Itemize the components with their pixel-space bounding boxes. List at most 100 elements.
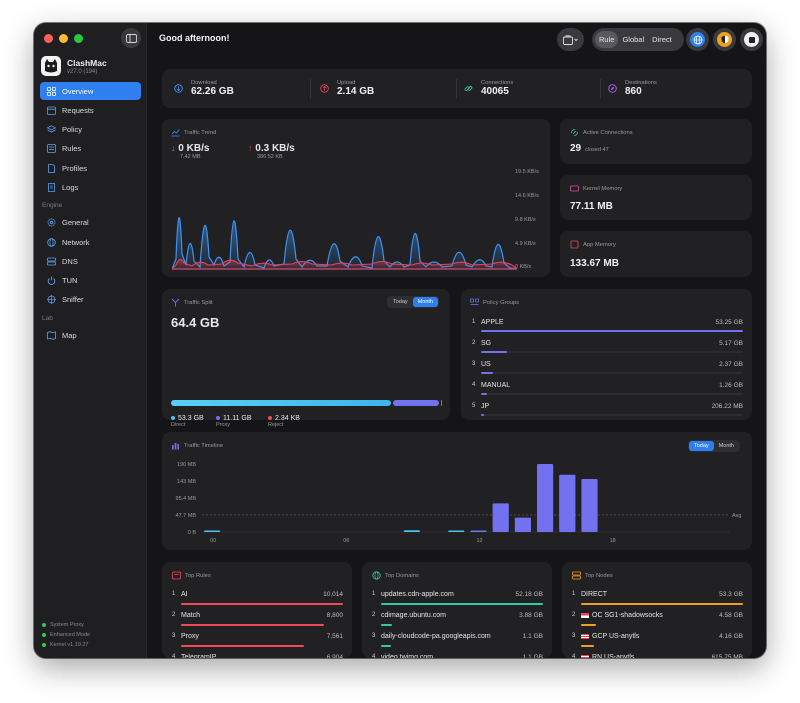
split-direct (171, 400, 392, 406)
row-index: 1 (572, 591, 576, 597)
usage-bar (481, 414, 485, 416)
row-index: 4 (572, 654, 576, 658)
enhanced-mode-button[interactable] (713, 28, 736, 51)
list-item[interactable]: 2 Match 8,800 (172, 612, 343, 632)
item-value: 7,561 (326, 633, 343, 640)
usage-track (481, 330, 743, 332)
usage-track (481, 372, 743, 374)
upload-icon (320, 84, 329, 93)
tab-month[interactable]: Month (412, 297, 438, 307)
policy-group-value: 206.22 MB (711, 403, 743, 410)
sidebar-item-sniffer[interactable]: Sniffer (40, 291, 141, 309)
sidebar-item-rules[interactable]: Rules (40, 140, 141, 158)
usage-bar (481, 393, 488, 395)
timeline-bar[interactable] (448, 530, 465, 533)
calendar-icon (47, 106, 56, 115)
timeline-bar[interactable] (470, 530, 487, 533)
sidebar-item-label: General (62, 218, 89, 228)
sidebar-item-general[interactable]: General (40, 214, 141, 232)
rules-icon (172, 571, 181, 580)
timeline-bar[interactable] (559, 474, 576, 532)
list-item[interactable]: 3 Proxy 7,561 (172, 633, 343, 653)
sidebar-item-overview[interactable]: Overview (40, 82, 141, 100)
list-item[interactable]: 2 OC SG1-shadowsocks 4.58 GB (572, 612, 743, 632)
list-item[interactable]: 1 DIRECT 53.3 GB (572, 591, 743, 611)
timeline-bar[interactable] (204, 530, 221, 533)
policy-groups-card: Policy Groups 1 APPLE 53.25 GB 2 SG 5.17 GB 3 U… (461, 289, 752, 420)
policy-group-row[interactable]: 4 MANUAL 1.26 GB (472, 382, 743, 400)
list-item[interactable]: 4 RN US-anytls 615.75 MB (572, 654, 743, 658)
map-icon (47, 331, 56, 340)
sidebar-item-requests[interactable]: Requests (40, 101, 141, 119)
tab-month[interactable]: Month (718, 443, 734, 449)
list-item[interactable]: 1 AI 10,014 (172, 591, 343, 611)
row-index: 3 (472, 361, 476, 367)
policy-group-row[interactable]: 1 APPLE 53.25 GB (472, 319, 743, 337)
usage-bar (481, 372, 493, 374)
x-tick-label: 12 (476, 538, 482, 544)
timeline-bar[interactable] (537, 464, 554, 532)
sidebar-item-profiles[interactable]: Profiles (40, 159, 141, 177)
upload-rate: ↑ 0.3 KB/s 386.52 KB (248, 143, 295, 160)
list-item[interactable]: 4 TelegramIP 6,904 (172, 654, 343, 658)
sidebar-item-map[interactable]: Map (40, 326, 141, 344)
stop-core-button[interactable] (740, 28, 763, 51)
y-tick-label: 0 B (188, 530, 197, 536)
sidebar-item-label: Map (62, 330, 77, 340)
status-dot-icon (42, 643, 46, 647)
system-proxy-button[interactable] (686, 28, 709, 51)
mode-rule-button[interactable]: Rule (595, 31, 619, 48)
sidebar-item-dns[interactable]: DNS (40, 252, 141, 270)
app-window: ClashMac v27.0 (194) Overview Requests P… (34, 23, 766, 658)
timeline-bar[interactable] (403, 530, 420, 532)
top-rules-card: Top Rules 1 AI 10,014 2 Match 8,800 3 Proxy 7,56… (162, 562, 352, 658)
item-name: updates.cdn-apple.com (381, 591, 454, 598)
x-tick-label: 06 (343, 538, 349, 544)
mode-global-button[interactable]: Global (622, 35, 645, 44)
policy-group-row[interactable]: 5 JP 206.22 MB (472, 403, 743, 421)
list-icon (47, 144, 56, 154)
policy-group-row[interactable]: 2 SG 5.17 GB (472, 340, 743, 358)
timeline-bar[interactable] (581, 479, 598, 532)
sidebar-item-label: DNS (62, 256, 78, 266)
sidebar-item-policy[interactable]: Policy (40, 121, 141, 139)
timeline-bar[interactable] (514, 517, 531, 532)
bar-chart-icon (172, 443, 179, 450)
sidebar-item-logs[interactable]: Logs (40, 178, 141, 196)
policy-group-row[interactable]: 3 US 2.37 GB (472, 361, 743, 379)
app-logo-icon (41, 56, 61, 76)
sidebar-item-tun[interactable]: TUN (40, 272, 141, 290)
item-name: GCP US-anytls (581, 633, 639, 640)
list-item[interactable]: 2 cdimage.ubuntu.com 3.88 GB (372, 612, 543, 632)
item-value: 53.3 GB (719, 591, 743, 598)
kernel-memory-card: Kernel Memory 77.11 MB (560, 175, 752, 220)
row-index: 1 (372, 591, 376, 597)
list-item[interactable]: 1 updates.cdn-apple.com 52.18 GB (372, 591, 543, 611)
tab-today[interactable]: Today (689, 441, 714, 451)
y-tick-label: 143 MB (177, 479, 196, 485)
app-memory-value: 133.67 MB (570, 258, 619, 269)
close-window-button[interactable] (44, 34, 53, 43)
timeline-bar[interactable] (492, 503, 509, 532)
us-flag-icon (581, 654, 589, 658)
minimize-window-button[interactable] (59, 34, 68, 43)
sidebar-toggle-button[interactable] (121, 28, 141, 48)
top-nodes-card: Top Nodes 1 DIRECT 53.3 GB 2 OC SG1-shadowso… (562, 562, 752, 658)
row-index: 4 (172, 654, 176, 658)
row-index: 4 (372, 654, 376, 658)
zoom-window-button[interactable] (74, 34, 83, 43)
list-item[interactable]: 3 daily-cloudcode-pa.googleapis.com 1.1 GB (372, 633, 543, 653)
shield-icon (721, 35, 728, 44)
list-item[interactable]: 4 video.twimg.com 1.1 GB (372, 654, 543, 658)
list-item[interactable]: 3 GCP US-anytls 4.16 GB (572, 633, 743, 653)
profile-picker-button[interactable] (557, 28, 584, 51)
policy-group-value: 5.17 GB (719, 340, 743, 347)
app-name: ClashMac (67, 57, 107, 68)
status-item: System Proxy (42, 622, 90, 628)
item-name: TelegramIP (181, 654, 217, 658)
sidebar-item-network[interactable]: Network (40, 233, 141, 251)
brand: ClashMac v27.0 (194) (41, 56, 107, 76)
tab-today[interactable]: Today (393, 299, 408, 305)
mode-direct-button[interactable]: Direct (652, 35, 672, 44)
row-index: 3 (172, 633, 176, 639)
